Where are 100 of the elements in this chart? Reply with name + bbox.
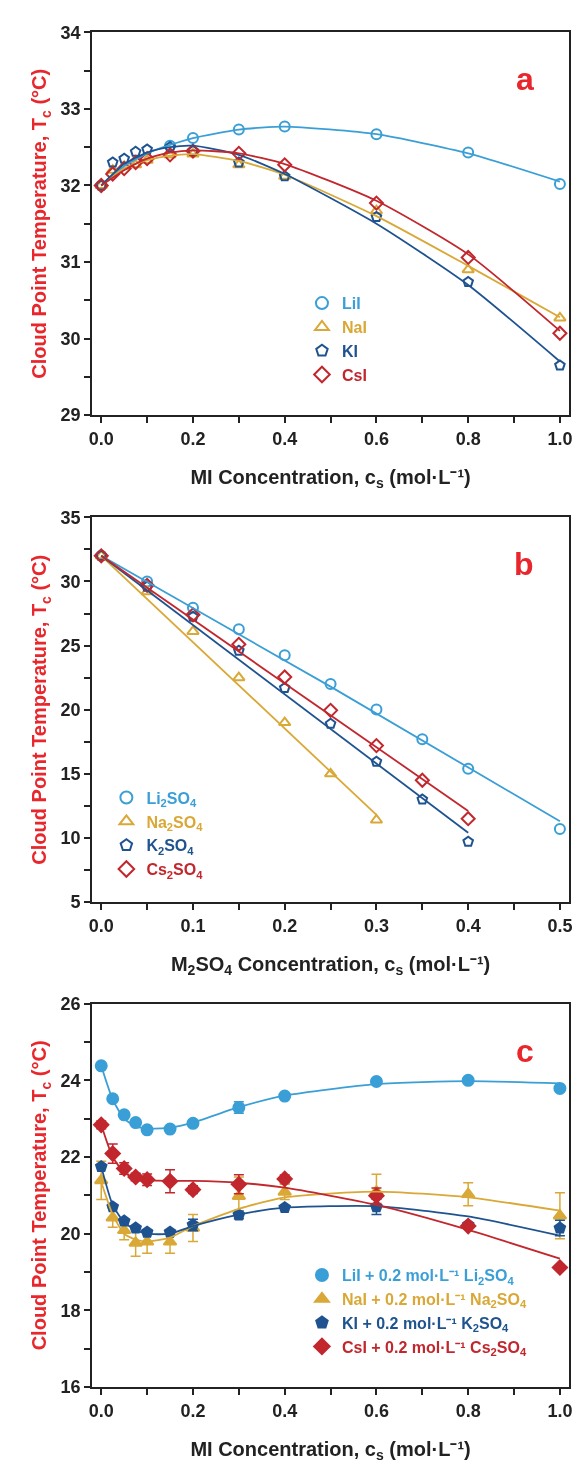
x-tick-label: 1.0 xyxy=(547,1400,573,1421)
point xyxy=(93,1116,110,1133)
point xyxy=(162,147,178,163)
x-tick-label: 0.4 xyxy=(272,428,298,449)
point xyxy=(370,128,383,141)
point xyxy=(232,123,245,136)
legend-label: CsI + 0.2 mol·L⁻¹ Cs$_{2}$SO$_{4}$ xyxy=(341,1338,527,1358)
y-tick-label: 15 xyxy=(60,764,81,785)
point xyxy=(416,733,429,746)
legend-label: KI + 0.2 mol·L⁻¹ K$_{2}$SO$_{4}$ xyxy=(341,1314,510,1335)
point xyxy=(369,813,384,824)
point xyxy=(278,649,291,662)
point xyxy=(323,767,338,778)
point xyxy=(370,210,383,222)
point xyxy=(370,755,383,767)
point xyxy=(186,132,199,145)
point xyxy=(129,145,142,157)
x-axis-title: MI Concentration, c$_{s}$ (mol·L⁻¹) xyxy=(190,1437,471,1463)
point xyxy=(278,681,291,693)
point xyxy=(370,703,383,716)
y-tick-label: 35 xyxy=(60,507,81,528)
point xyxy=(553,1081,567,1095)
point xyxy=(278,120,291,133)
point xyxy=(141,575,154,588)
legend-label: NaI + 0.2 mol·L⁻¹ Na$_{2}$SO$_{4}$ xyxy=(341,1291,527,1311)
point xyxy=(277,716,292,727)
x-axis-title: MI Concentration, c$_{s}$ (mol·L⁻¹) xyxy=(190,465,471,491)
point xyxy=(551,1259,569,1276)
point xyxy=(140,585,154,596)
y-tick-label: 30 xyxy=(60,328,81,349)
y-tick-label: 25 xyxy=(60,635,81,656)
point xyxy=(117,1214,131,1227)
point xyxy=(462,762,475,775)
point xyxy=(462,275,474,287)
point xyxy=(232,671,246,682)
legend-label: Cs$_{2}$SO$_{4}$ xyxy=(146,861,204,881)
point xyxy=(460,811,476,827)
legend-label: Li$_{2}$SO$_{4}$ xyxy=(146,789,197,810)
y-tick-label: 20 xyxy=(60,700,81,720)
annotation: a xyxy=(516,61,534,97)
y-tick-label: 30 xyxy=(60,571,81,592)
point xyxy=(106,156,119,168)
x-tick-label: 0.4 xyxy=(272,1400,298,1421)
x-tick-label: 0.8 xyxy=(455,1400,481,1421)
point xyxy=(369,1075,383,1088)
point xyxy=(462,835,474,847)
point xyxy=(553,177,566,190)
point xyxy=(323,702,339,718)
point xyxy=(276,1170,293,1188)
y-tick-label: 5 xyxy=(70,892,81,913)
y-tick-label: 34 xyxy=(60,22,81,43)
legend-label: LiI xyxy=(341,295,361,313)
point xyxy=(277,157,293,173)
x-tick-label: 0.6 xyxy=(363,428,389,449)
x-tick-label: 0.8 xyxy=(455,428,481,449)
legend-label: LiI + 0.2 mol·L⁻¹ Li$_{2}$SO$_{4}$ xyxy=(341,1267,515,1287)
x-tick-label: 0.5 xyxy=(547,915,573,936)
annotation: c xyxy=(516,1033,534,1069)
point xyxy=(231,636,247,652)
point xyxy=(184,1181,202,1198)
x-tick-label: 0.2 xyxy=(272,915,298,936)
point xyxy=(460,1217,477,1235)
legend-label: NaI xyxy=(341,319,367,337)
x-tick-label: 0.0 xyxy=(88,1400,114,1421)
point xyxy=(414,772,430,788)
point xyxy=(553,822,566,835)
point xyxy=(553,311,567,322)
x-tick-label: 1.0 xyxy=(547,428,573,449)
point xyxy=(368,195,384,211)
point xyxy=(95,1160,108,1173)
point xyxy=(368,738,384,754)
point xyxy=(186,625,200,635)
y-tick-label: 24 xyxy=(60,1070,81,1091)
point xyxy=(460,249,476,265)
point xyxy=(140,1225,154,1238)
point xyxy=(141,143,153,155)
x-tick-label: 0.2 xyxy=(180,428,206,449)
y-tick-label: 10 xyxy=(60,828,81,849)
annotation: b xyxy=(514,546,534,582)
point xyxy=(186,601,199,614)
point xyxy=(116,161,132,177)
y-tick-label: 31 xyxy=(60,252,81,273)
x-tick-label: 0.6 xyxy=(363,1400,389,1421)
y-tick-label: 33 xyxy=(60,99,81,120)
legend-label: KI xyxy=(341,342,358,360)
point xyxy=(324,717,337,729)
y-tick-label: 16 xyxy=(60,1377,81,1398)
x-tick-label: 0.3 xyxy=(363,915,389,936)
legend-label: Na$_{2}$SO$_{4}$ xyxy=(146,813,204,833)
point xyxy=(105,166,121,182)
point xyxy=(552,325,568,341)
y-tick-label: 29 xyxy=(60,405,81,426)
point xyxy=(462,146,475,159)
legend-label: K$_{2}$SO$_{4}$ xyxy=(146,837,195,857)
point xyxy=(554,359,566,371)
y-tick-label: 20 xyxy=(60,1224,81,1245)
x-axis-title: M$_{2}$SO$_{4}$ Concentration, c$_{s}$ (mol·L⁻¹) xyxy=(170,952,491,978)
point xyxy=(416,793,429,805)
point xyxy=(461,263,475,274)
point xyxy=(94,1059,108,1073)
